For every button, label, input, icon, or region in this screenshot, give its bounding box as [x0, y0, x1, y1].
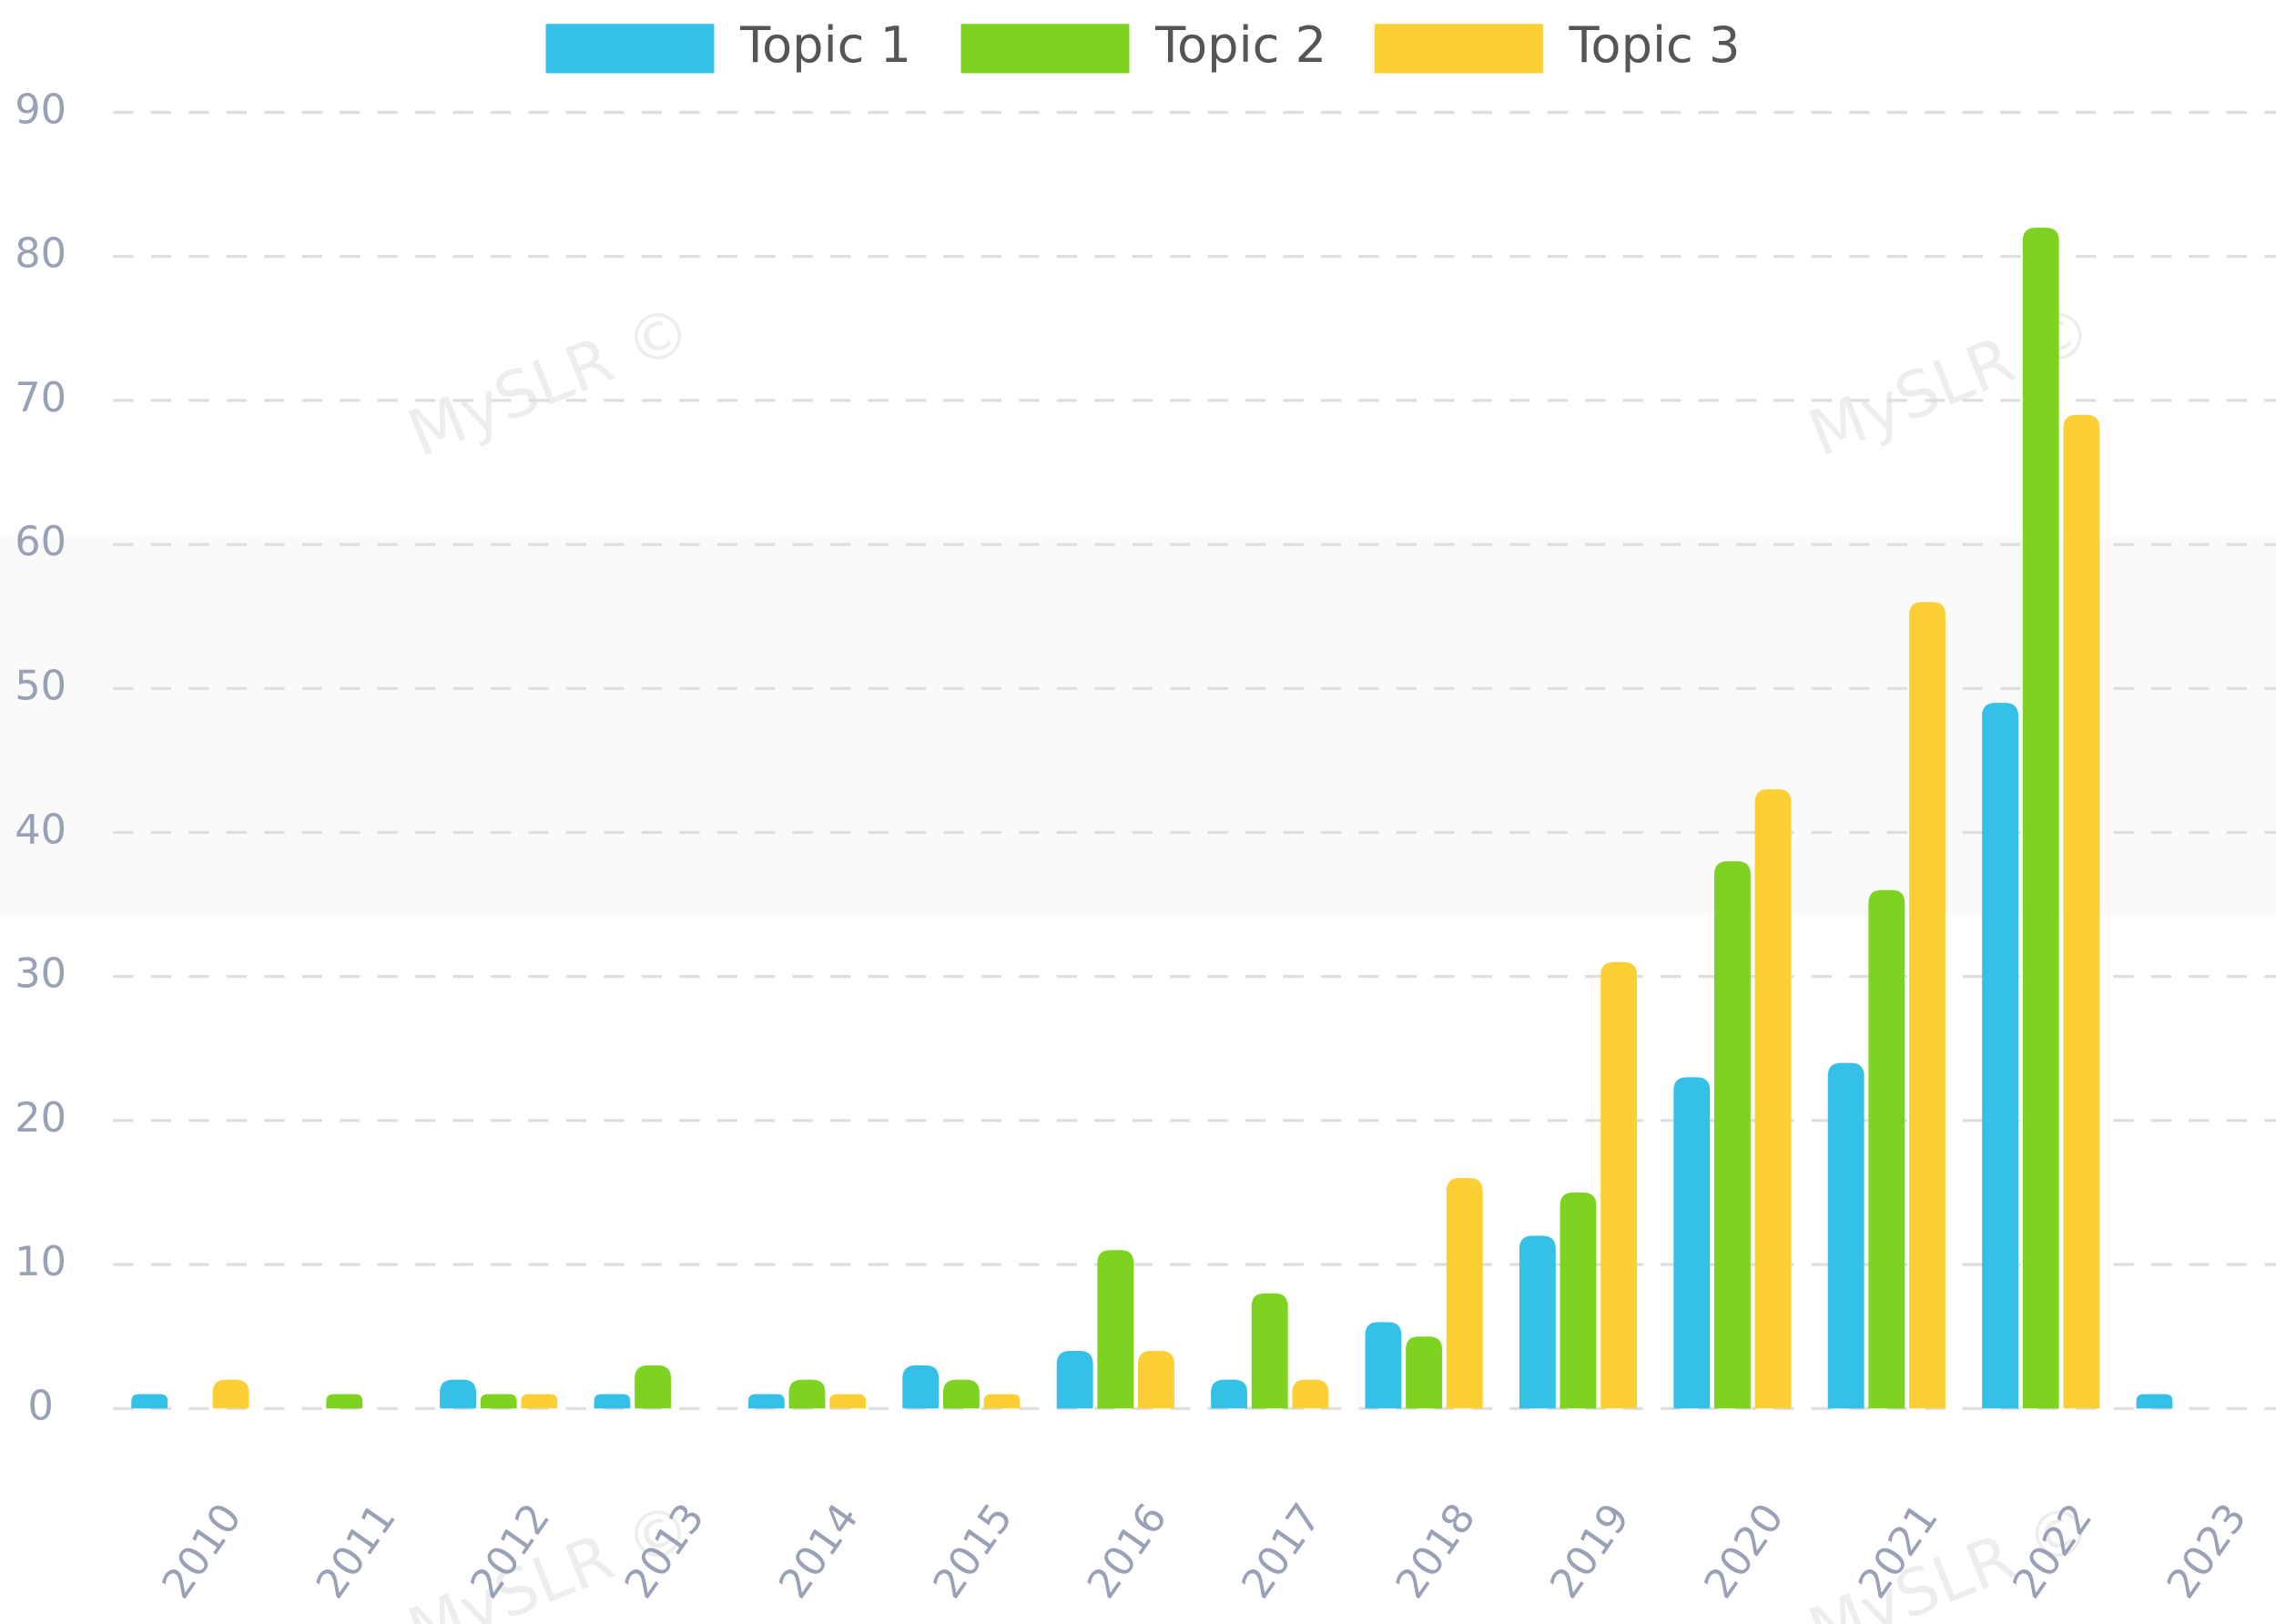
- y-tick-label: 20: [15, 1094, 66, 1142]
- legend-swatch: [1374, 24, 1543, 74]
- x-tick-label: 2023: [2158, 1495, 2256, 1607]
- bar: [1560, 1192, 1597, 1409]
- bar: [1406, 1336, 1443, 1409]
- y-tick-label: 70: [15, 374, 66, 421]
- y-tick-label: 80: [15, 230, 66, 278]
- bar: [1097, 1250, 1134, 1409]
- bar: [1868, 889, 1905, 1409]
- bar: [212, 1379, 249, 1409]
- x-tick-label: 2010: [153, 1495, 251, 1607]
- bar: [1251, 1293, 1288, 1409]
- y-tick-label: 90: [15, 86, 66, 134]
- bar: [480, 1394, 517, 1409]
- bar: [942, 1379, 980, 1409]
- bar: [2063, 414, 2100, 1409]
- bar: [1292, 1379, 1329, 1409]
- bar: [788, 1379, 826, 1409]
- bar: [1713, 861, 1751, 1409]
- legend-label: Topic 3: [1569, 16, 1741, 74]
- x-tick-label: 2017: [1233, 1495, 1331, 1607]
- y-tick-label: 60: [15, 518, 66, 565]
- x-tick-label: 2016: [1078, 1495, 1176, 1607]
- bar: [1365, 1322, 1402, 1409]
- y-tick-label: 0: [27, 1382, 53, 1429]
- y-tick-label: 10: [15, 1238, 66, 1285]
- x-tick-label: 2020: [1695, 1495, 1793, 1607]
- bar: [131, 1394, 168, 1409]
- y-tick-label: 50: [15, 662, 66, 709]
- x-tick-label: 2011: [307, 1495, 405, 1607]
- bar: [1982, 703, 2018, 1409]
- bar: [902, 1365, 940, 1409]
- bar: [326, 1394, 363, 1409]
- bar: [1056, 1351, 1093, 1409]
- bar: [1600, 961, 1638, 1409]
- bar: [983, 1394, 1021, 1409]
- bar: [1827, 1062, 1864, 1409]
- bar: [1519, 1235, 1556, 1409]
- x-tick-label: 2019: [1540, 1495, 1639, 1607]
- x-tick-label: 2014: [769, 1495, 868, 1607]
- legend-swatch: [960, 24, 1130, 74]
- background-band: [0, 537, 2276, 916]
- watermark: MySLR ©: [398, 290, 702, 471]
- bar: [747, 1394, 785, 1409]
- legend-label: Topic 1: [739, 16, 911, 74]
- bar: [1673, 1077, 1711, 1409]
- bar: [1909, 602, 1946, 1409]
- bar: [829, 1394, 867, 1409]
- bar: [2022, 228, 2059, 1409]
- bar: [440, 1379, 476, 1409]
- bar: [1754, 789, 1792, 1409]
- bar: [1211, 1379, 1247, 1409]
- bar: [2136, 1394, 2173, 1409]
- x-tick-label: 2018: [1387, 1495, 1485, 1607]
- y-tick-label: 30: [15, 950, 66, 998]
- legend-swatch: [545, 24, 715, 74]
- x-tick-label: 2015: [924, 1495, 1022, 1607]
- bar: [521, 1394, 558, 1409]
- bar: [594, 1394, 631, 1409]
- legend-label: Topic 2: [1154, 16, 1326, 74]
- bar: [635, 1365, 672, 1409]
- bar: [1446, 1178, 1483, 1409]
- bar: [1138, 1351, 1174, 1409]
- y-tick-label: 40: [15, 806, 66, 853]
